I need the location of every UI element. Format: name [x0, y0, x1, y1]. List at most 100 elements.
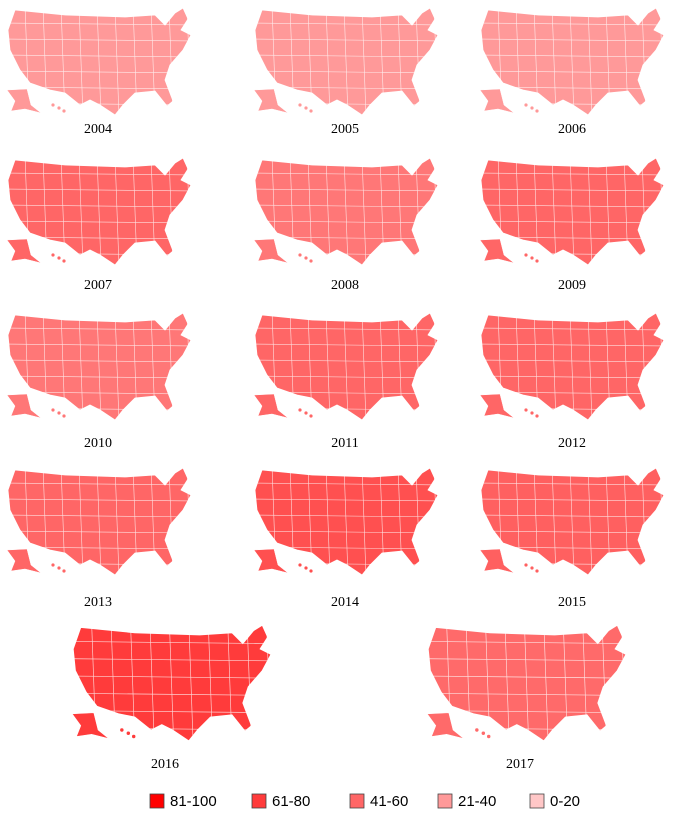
state-line — [569, 468, 575, 575]
state-line — [361, 8, 367, 115]
state-line — [481, 22, 664, 26]
hawaii — [535, 414, 539, 418]
hawaii — [62, 414, 66, 418]
hawaii — [298, 103, 302, 107]
hawaii — [62, 259, 66, 263]
year-label: 2007 — [84, 278, 112, 293]
hawaii — [486, 734, 491, 739]
state-line — [8, 188, 191, 192]
state-line — [266, 625, 271, 741]
state-line — [8, 38, 191, 42]
state-line — [587, 468, 593, 575]
state-line — [481, 172, 664, 176]
state-line — [255, 327, 438, 331]
alaska — [6, 88, 42, 114]
state-lines — [255, 313, 438, 420]
state-line — [481, 204, 664, 208]
state-line — [255, 70, 438, 74]
year-label: 2017 — [506, 757, 534, 772]
year-label: 2012 — [558, 436, 586, 451]
state-line — [569, 158, 575, 265]
state-lines — [73, 625, 271, 741]
hawaii — [51, 103, 55, 107]
us-map — [6, 7, 192, 116]
state-line — [8, 70, 191, 74]
hawaii — [309, 569, 313, 573]
state-line — [481, 359, 664, 363]
state-line — [481, 220, 664, 224]
legend-label: 41-60 — [370, 793, 408, 810]
state-line — [587, 313, 593, 420]
us-map — [253, 7, 439, 116]
state-line — [255, 530, 438, 534]
state-lines — [481, 158, 664, 265]
state-line — [255, 343, 438, 347]
state-line — [8, 172, 191, 176]
alaska — [479, 393, 515, 419]
hawaii — [524, 408, 528, 412]
hawaii — [309, 259, 313, 263]
state-line — [543, 625, 549, 741]
hawaii — [298, 253, 302, 257]
state-line — [8, 375, 191, 379]
state-line — [255, 172, 438, 176]
state-line — [481, 498, 664, 502]
hawaii — [530, 256, 534, 260]
state-line — [73, 692, 271, 696]
state-line — [73, 675, 271, 679]
hawaii — [120, 728, 124, 732]
state-line — [255, 482, 438, 486]
state-line — [255, 22, 438, 26]
hawaii — [298, 563, 302, 567]
us-map — [6, 157, 192, 266]
state-line — [361, 313, 367, 420]
state-line — [569, 313, 575, 420]
state-line — [255, 204, 438, 208]
hawaii — [131, 734, 136, 739]
state-line — [96, 8, 102, 115]
state-line — [8, 498, 191, 502]
us-map — [71, 624, 272, 742]
alaska — [6, 393, 42, 419]
state-line — [481, 70, 664, 74]
state-line — [186, 158, 191, 265]
state-line — [255, 220, 438, 224]
alaska — [253, 548, 289, 574]
state-lines — [8, 8, 191, 115]
us-map — [479, 157, 665, 266]
us-map — [426, 624, 627, 742]
us-map — [253, 312, 439, 421]
state-line — [8, 343, 191, 347]
hawaii — [475, 728, 479, 732]
hawaii — [51, 408, 55, 412]
state-line — [8, 220, 191, 224]
state-line — [186, 313, 191, 420]
state-line — [481, 482, 664, 486]
year-label: 2014 — [331, 595, 359, 610]
legend-swatch — [149, 793, 165, 809]
state-line — [621, 625, 626, 741]
hawaii — [309, 109, 313, 113]
state-line — [255, 54, 438, 58]
year-label: 2013 — [84, 595, 112, 610]
us-map — [479, 312, 665, 421]
alaska — [479, 548, 515, 574]
state-line — [8, 327, 191, 331]
state-line — [255, 375, 438, 379]
state-line — [587, 158, 593, 265]
hawaii — [530, 566, 534, 570]
state-line — [73, 641, 271, 644]
state-line — [114, 8, 120, 115]
state-line — [659, 8, 664, 115]
hawaii — [57, 256, 61, 260]
year-label: 2016 — [151, 757, 179, 772]
us-map — [6, 467, 192, 576]
state-line — [481, 343, 664, 347]
state-line — [428, 675, 626, 679]
legend-label: 0-20 — [550, 793, 580, 810]
alaska — [479, 238, 515, 264]
alaska — [6, 548, 42, 574]
legend-label: 81-100 — [170, 793, 217, 810]
state-line — [255, 38, 438, 42]
hawaii — [524, 103, 528, 107]
